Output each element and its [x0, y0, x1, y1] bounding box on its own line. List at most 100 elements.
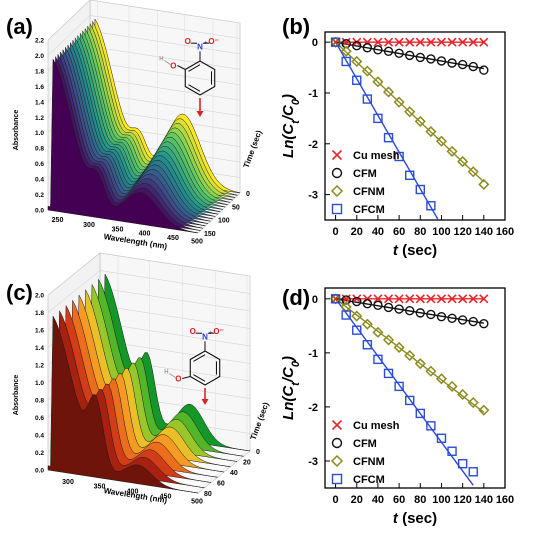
grid-line [47, 15, 91, 56]
z-tick-label: 0.0 [35, 468, 44, 475]
marker-square [457, 458, 468, 469]
legend-label: CFM [353, 168, 377, 180]
x-tick-label: 350 [94, 484, 106, 491]
fit-line [335, 41, 485, 183]
marker-circle [415, 308, 425, 318]
marker-diamond [435, 373, 448, 385]
marker-square [447, 446, 457, 456]
marker-x [415, 294, 425, 304]
x-tick-label: 0 [333, 494, 339, 506]
x-tick-label: 500 [191, 239, 203, 246]
marker-square [468, 467, 478, 477]
x-tick-label: 20 [351, 494, 363, 506]
x-axis-label: t (sec) [393, 510, 437, 527]
x-tick-label: 450 [167, 235, 179, 242]
x-tick-label: 140 [475, 226, 493, 238]
marker-circle [331, 167, 343, 179]
time-tick-label: 0 [256, 449, 260, 456]
marker-diamond [414, 115, 426, 127]
x-tick-label: 60 [393, 226, 405, 238]
z-tick-label: 2.0 [35, 293, 44, 300]
marker-diamond [467, 397, 479, 409]
legend-label: CFNM [353, 186, 385, 198]
waterfall-plot-a: 0.0 0.2 0.4 0.6 0.8 1.0 1.2 1.4 1.6 1.8 2.0 2.2 250 3… [13, 0, 264, 251]
marker-x [331, 149, 343, 161]
grid-line [89, 0, 241, 24]
marker-x [394, 37, 404, 47]
grid-line [99, 270, 251, 294]
marker-diamond [372, 76, 384, 88]
x-tick-label: 40 [372, 494, 384, 506]
marker-square [373, 354, 383, 365]
marker-circle [426, 54, 436, 64]
marker-square [415, 184, 425, 195]
panel-letter-c: (c) [6, 280, 33, 305]
time-tick-label: 0 [246, 191, 250, 198]
marker-circle [383, 302, 394, 313]
marker-circle [331, 437, 343, 449]
marker-square [426, 201, 436, 211]
marker-square [330, 294, 341, 304]
x-tick-label: 140 [475, 494, 493, 506]
time-tick-label: 80 [204, 491, 212, 498]
marker-x [436, 37, 447, 47]
plot-frame [324, 31, 506, 221]
nitrogen-atom: N [197, 42, 203, 51]
marker-circle [479, 318, 489, 329]
marker-diamond [361, 65, 373, 77]
z-tick-label: 1.8 [35, 68, 44, 75]
marker-square [341, 310, 351, 320]
marker-square [405, 395, 415, 406]
nitrophenol-molecule: N+OO⁻OH [164, 327, 224, 405]
legend-label: Cu mesh [353, 150, 400, 162]
marker-x [331, 419, 343, 431]
fit-line [334, 41, 439, 220]
plot-area [330, 36, 490, 220]
marker-square [436, 433, 447, 443]
marker-x [352, 294, 362, 304]
y-tick-label: -2 [308, 402, 318, 414]
panel-letter-b: (b) [282, 14, 310, 39]
grid-line [99, 305, 251, 329]
grid-line [47, 252, 101, 296]
marker-square [373, 113, 383, 124]
benzene-ring [189, 350, 221, 386]
x-axis-label: t (sec) [393, 242, 437, 259]
y-tick-label: -1 [308, 348, 318, 360]
marker-circle [468, 61, 478, 72]
grid-line [47, 0, 91, 41]
marker-diamond [404, 106, 416, 118]
z-tick-label: 0.8 [35, 146, 44, 153]
double-bond [188, 64, 201, 72]
grid-line [99, 287, 251, 312]
marker-diamond [372, 326, 384, 338]
oxygen-atom: O⁻ [213, 327, 223, 336]
hydrogen-atom: H [159, 57, 163, 63]
x-tick-label: 120 [453, 226, 471, 238]
marker-circle [457, 59, 468, 70]
marker-diamond [330, 184, 344, 198]
marker-diamond [330, 454, 344, 468]
y-tick-label: -2 [308, 139, 318, 151]
marker-x [341, 37, 351, 47]
marker-circle [362, 43, 373, 53]
panel-letter-d: (d) [282, 285, 310, 310]
z-tick-label: 1.4 [35, 99, 44, 106]
marker-diamond [382, 334, 395, 346]
marker-square [394, 381, 404, 392]
oxygen-atom: O [190, 327, 196, 336]
marker-square [394, 151, 404, 162]
bond [169, 373, 176, 378]
z-tick-label: 1.8 [35, 310, 44, 317]
plot-frame [324, 287, 506, 489]
marker-x [383, 294, 394, 304]
marker-square [362, 94, 373, 104]
marker-diamond [340, 45, 352, 57]
marker-circle [468, 316, 478, 327]
x-tick-label: 20 [351, 226, 363, 238]
marker-square [415, 408, 425, 419]
marker-x [479, 37, 489, 47]
oxygen-atom: O⁻ [208, 37, 218, 46]
hydroxyl-oxygen: O [175, 375, 181, 384]
